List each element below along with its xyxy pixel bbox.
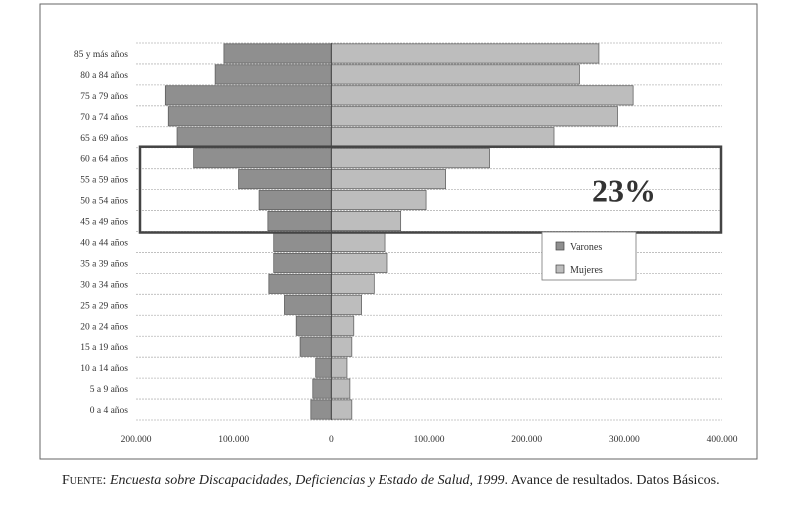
y-tick-label: 15 a 19 años [80,343,128,353]
bar-varones-15 [164,85,332,106]
y-tick-label: 5 a 9 años [90,385,129,395]
bar-varones-2 [315,357,332,378]
bar-mujeres-0 [330,399,353,420]
chart-frame [39,3,758,460]
bar-varones-10 [258,190,332,211]
bar-mujeres-10 [330,190,427,211]
y-tick-label: 55 a 59 años [80,176,128,186]
bar-varones-17 [223,43,332,64]
y-tick-label: 75 a 79 años [80,92,128,102]
population-pyramid-chart: 0 a 4 años 5 a 9 años 10 a 14 años 15 a 19 … [39,3,758,460]
y-tick-label: 35 a 39 años [80,259,128,269]
y-tick-label: 80 a 84 años [80,71,128,81]
bar-mujeres-15 [330,85,634,106]
bar-varones-1 [312,378,332,399]
y-tick-label: 50 a 54 años [80,197,128,207]
y-tick-label: 30 a 34 años [80,280,128,290]
y-tick-label: 0 a 4 años [90,406,129,416]
legend-swatch-varones [555,241,565,251]
y-tick-label: 85 y más años [74,50,128,60]
x-tick-label: 400.000 [707,435,738,445]
bar-varones-11 [238,169,332,190]
bar-mujeres-16 [330,64,580,85]
bar-varones-16 [214,64,332,85]
y-tick-label: 45 a 49 años [80,218,128,228]
bar-varones-12 [193,148,332,169]
caption-source-rest: . Avance de resultados. Datos Básicos. [504,473,720,488]
legend-swatch-mujeres [555,264,565,274]
bar-varones-13 [176,127,332,148]
y-tick-label: 40 a 44 años [80,238,128,248]
x-tick-label: 100.000 [414,435,445,445]
x-axis-labels: 200.000 100.000 0 100.000 200.000 300.000 400.… [121,435,738,445]
bar-mujeres-2 [330,357,348,378]
bar-mujeres-11 [330,169,446,190]
bar-varones-9 [267,211,332,232]
bar-varones-6 [268,273,332,294]
bar-varones-0 [310,399,332,420]
y-tick-label: 65 a 69 años [80,134,128,144]
bar-mujeres-7 [330,252,388,273]
y-tick-label: 60 a 64 años [80,155,128,165]
bar-varones-4 [295,315,332,336]
y-axis-labels: 0 a 4 años 5 a 9 años 10 a 14 años 15 a 19 … [74,50,128,416]
bar-mujeres-3 [330,336,353,357]
bar-mujeres-17 [330,43,600,64]
bar-varones-5 [284,294,332,315]
bar-mujeres-8 [330,231,386,252]
bar-mujeres-13 [330,127,555,148]
legend-label-varones: Varones [570,242,602,253]
bar-mujeres-6 [330,273,375,294]
x-tick-label: 200.000 [121,435,152,445]
bar-varones-14 [167,106,332,127]
bar-mujeres-14 [330,106,618,127]
x-tick-label: 200.000 [511,435,542,445]
bar-varones-7 [273,252,332,273]
bar-mujeres-5 [330,294,362,315]
caption-source-label: Fuente: [62,473,107,488]
legend: Varones Mujeres [541,231,637,281]
y-tick-label: 20 a 24 años [80,322,128,332]
bar-mujeres-1 [330,378,351,399]
highlight-annotation: 23% [138,145,723,234]
caption-source-title: Encuesta sobre Discapacidades, Deficienc… [109,473,505,488]
bar-varones-8 [273,231,332,252]
y-tick-label: 25 a 29 años [80,301,128,311]
x-tick-label: 100.000 [218,435,249,445]
highlight-box [138,145,723,234]
bars [164,43,634,420]
bar-mujeres-12 [330,148,490,169]
bar-mujeres-4 [330,315,355,336]
figure-caption: Fuente: Encuesta sobre Discapacidades, D… [62,472,762,490]
bar-varones-3 [299,336,332,357]
legend-label-mujeres: Mujeres [570,265,603,276]
highlight-percentage: 23% [592,173,656,209]
y-tick-label: 10 a 14 años [80,364,128,374]
bar-mujeres-9 [330,211,402,232]
x-tick-label: 0 [329,435,334,445]
x-tick-label: 300.000 [609,435,640,445]
y-tick-label: 70 a 74 años [80,113,128,123]
